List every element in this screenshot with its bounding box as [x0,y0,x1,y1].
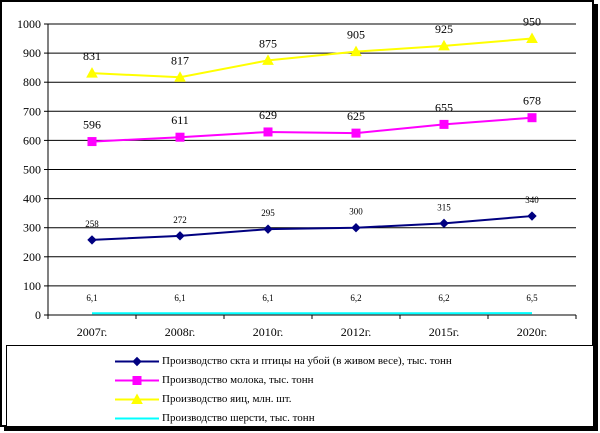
data-label-wool: 6,1 [262,293,273,303]
y-tick-label: 700 [23,104,41,118]
y-tick-label: 500 [23,163,41,177]
data-point-livestock [87,235,97,245]
data-label-milk: 629 [259,108,277,122]
data-point-livestock [175,231,185,241]
data-point-livestock [351,222,361,233]
data-point-eggs [174,71,186,82]
legend-label-eggs: Производство яиц, млн. шт. [162,393,292,405]
x-tick-label: 2007г. [77,325,108,339]
data-point-milk [175,132,185,142]
data-label-eggs: 875 [259,36,277,50]
data-label-milk: 611 [171,113,189,127]
y-tick-label: 1000 [17,17,41,31]
data-point-milk [263,127,273,137]
legend-item: Производство шерсти, тыс. тонн [7,409,593,428]
data-label-milk: 655 [435,100,453,114]
legend-key-marker [132,356,142,367]
legend-key-milk [115,376,159,385]
legend-key-marker [132,376,142,385]
data-label-livestock: 272 [173,215,187,225]
y-tick-label: 600 [23,133,41,147]
data-point-livestock [527,211,537,221]
data-label-livestock: 340 [525,195,539,205]
legend-label-livestock: Производство скта и птицы на убой (в жив… [162,355,452,367]
data-label-eggs: 925 [435,22,453,36]
data-point-eggs [86,67,98,78]
data-label-eggs: 905 [347,28,365,42]
series-line-eggs [91,37,533,79]
legend-key-eggs [115,393,159,404]
y-tick-label: 400 [23,192,41,206]
legend-key-livestock [115,356,159,367]
legend-item: Производство молока, тыс. тонн [7,371,593,390]
data-label-milk: 625 [347,109,365,123]
data-label-eggs: 950 [523,15,541,29]
data-label-wool: 6,1 [86,293,97,303]
data-point-eggs [350,45,362,57]
data-label-wool: 6,5 [526,293,538,303]
y-tick-label: 300 [23,221,41,235]
data-point-milk [527,113,537,123]
x-tick-label: 2020г. [517,325,548,339]
y-tick-label: 100 [23,279,41,293]
data-point-eggs [526,32,538,44]
y-tick-label: 800 [23,75,41,89]
series-line-livestock [91,215,533,241]
data-point-livestock [439,218,449,229]
data-point-milk [351,128,361,138]
data-label-wool: 6,2 [438,293,449,303]
data-label-livestock: 315 [437,202,451,212]
legend-key-marker [131,393,143,404]
data-label-milk: 678 [523,94,541,108]
data-label-livestock: 300 [349,207,363,217]
x-tick-label: 2015г. [429,325,460,339]
x-tick-label: 2010г. [253,325,284,339]
data-label-eggs: 831 [83,49,101,63]
legend-key-wool [115,417,159,420]
data-label-milk: 596 [83,118,101,132]
data-point-milk [87,137,97,147]
legend-item: Производство скта и птицы на убой (в жив… [7,352,593,371]
data-label-livestock: 295 [261,208,275,218]
data-point-milk [439,119,449,129]
data-point-livestock [263,224,273,234]
legend-label-milk: Производство молока, тыс. тонн [162,374,314,386]
y-tick-label: 900 [23,46,41,60]
data-point-eggs [438,39,450,51]
chart-frame: 0 100 200 300 400 500 600 700 800 900 1000 2007г. 20… [0,0,594,427]
legend-item: Производство яиц, млн. шт. [7,390,593,409]
data-point-eggs [262,54,274,65]
data-label-wool: 6,1 [174,293,185,303]
y-tick-label: 200 [23,250,41,264]
line-chart: 0 100 200 300 400 500 600 700 800 900 1000 2007г. 20… [17,15,577,339]
legend-label-wool: Производство шерсти, тыс. тонн [162,412,315,424]
chart-legend: Производство скта и птицы на убой (в жив… [6,345,594,427]
data-label-eggs: 817 [171,53,189,67]
data-label-livestock: 258 [85,219,99,229]
data-label-wool: 6,2 [350,293,361,303]
x-tick-label: 2012г. [341,325,372,339]
series-line-milk [91,116,533,143]
y-tick-label: 0 [35,308,41,322]
x-tick-label: 2008г. [165,325,196,339]
